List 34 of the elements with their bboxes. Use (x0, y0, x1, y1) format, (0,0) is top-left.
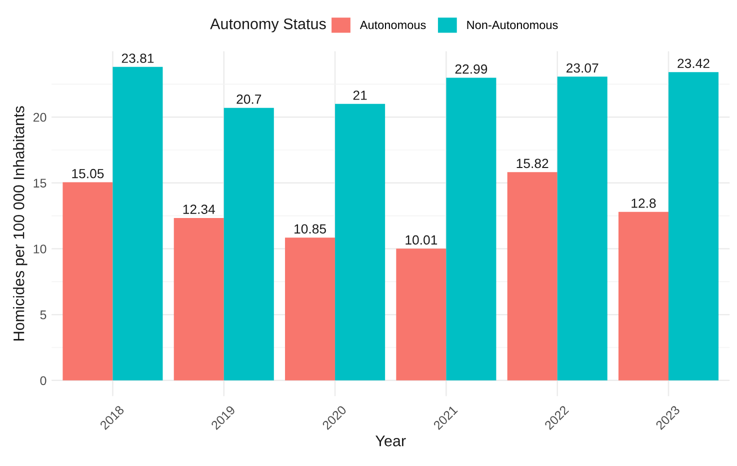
legend-title: Autonomy Status (210, 18, 326, 32)
bar (557, 76, 608, 380)
bar (62, 182, 113, 380)
bar (507, 172, 558, 380)
bar (335, 104, 386, 380)
data-label: 21 (353, 90, 367, 100)
data-label: 12.34 (183, 204, 215, 214)
y-axis-title: Homicides per 100 000 Inhabitants (13, 106, 28, 340)
data-label: 23.42 (678, 58, 710, 68)
bar (618, 212, 668, 380)
x-axis-title: Year (376, 436, 406, 446)
bar (112, 66, 163, 380)
y-tick-label: 0 (40, 376, 46, 386)
y-tick-label: 15 (34, 178, 46, 188)
data-label: 15.05 (72, 168, 104, 178)
bar (224, 108, 274, 380)
legend-label: Autonomous (360, 20, 426, 30)
bar (396, 248, 446, 380)
y-tick-label: 20 (33, 112, 46, 122)
bar (446, 78, 496, 380)
legend-label: Non-Autonomous (467, 20, 558, 30)
data-label: 23.07 (566, 63, 598, 73)
bar (174, 218, 224, 380)
data-label: 10.85 (294, 224, 326, 234)
data-label: 12.8 (632, 198, 656, 208)
bar (285, 238, 336, 380)
data-label: 10.01 (406, 235, 438, 245)
y-tick-label: 10 (34, 244, 46, 254)
y-tick-label: 5 (40, 310, 46, 320)
data-label: 22.99 (455, 64, 488, 74)
data-label: 23.81 (122, 54, 154, 63)
data-label: 15.82 (516, 158, 548, 168)
data-label: 20.7 (236, 94, 262, 104)
bar (668, 72, 719, 380)
